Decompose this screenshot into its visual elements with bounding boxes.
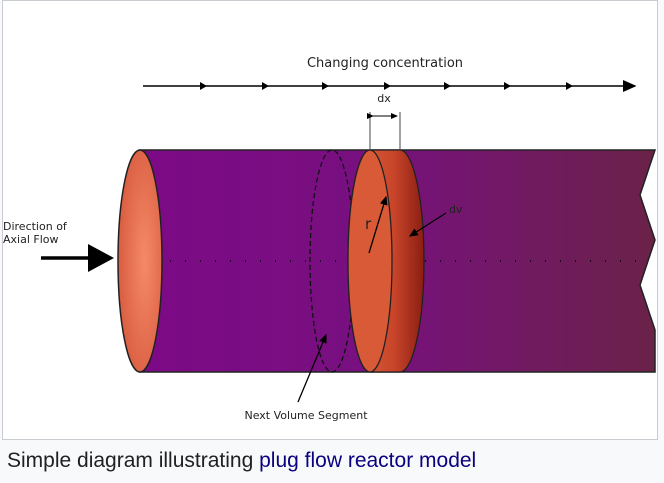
arrow-ticks xyxy=(200,82,573,90)
slab-front-face xyxy=(347,149,393,373)
figure-caption: Simple diagram illustrating plug flow re… xyxy=(7,449,476,473)
caption-text: Simple diagram illustrating xyxy=(7,449,260,472)
inlet-face xyxy=(117,149,163,373)
segment-pointer xyxy=(297,333,327,403)
flow-label-1: Direction of xyxy=(3,220,68,233)
top-label: Changing concentration xyxy=(307,56,463,71)
r-label: r xyxy=(365,215,372,233)
segment-label: Next Volume Segment xyxy=(244,409,368,422)
caption-link[interactable]: plug flow reactor model xyxy=(259,449,477,472)
dv-arrow xyxy=(408,212,447,237)
axial-flow-arrow xyxy=(41,244,114,272)
dv-label: dv xyxy=(449,203,463,216)
flow-label-2: Axial Flow xyxy=(3,233,59,246)
radius-arrow xyxy=(368,195,388,254)
plug-flow-diagram: Changing concentration dx r dv Direction… xyxy=(3,56,657,422)
dx-label: dx xyxy=(377,92,391,105)
